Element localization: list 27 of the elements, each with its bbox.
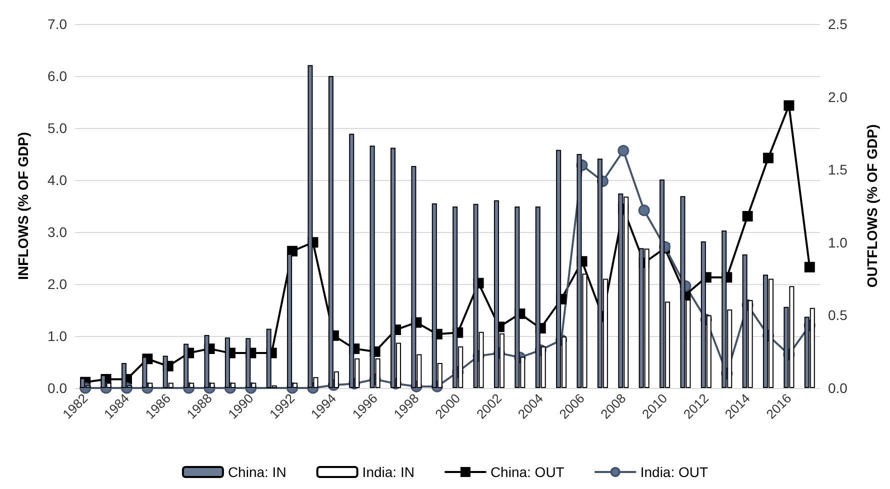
legend-label: China: IN	[228, 464, 286, 480]
y2-axis-title: OUTFLOWS (% OF GDP)	[864, 124, 880, 288]
y2-tick-label: 1.5	[828, 162, 848, 178]
point	[804, 262, 815, 272]
y-tick-label: 4.0	[48, 172, 68, 188]
point	[784, 100, 794, 111]
y-tick-label: 5.0	[48, 120, 68, 136]
y2-tick-label: 1.0	[828, 234, 848, 250]
point	[638, 204, 650, 216]
y-tick-label: 2.0	[48, 276, 68, 292]
point	[742, 210, 753, 222]
point	[618, 144, 630, 156]
point	[763, 152, 774, 164]
y2-tick-label: 2.0	[828, 88, 848, 105]
y2-tick-label: 0.0	[828, 380, 848, 396]
y-tick-label: 6.0	[48, 68, 68, 84]
y2-tick-label: 0.5	[828, 307, 848, 324]
legend-label: India: OUT	[640, 464, 708, 480]
y-axis-title: INFLOWS (% OF GDP)	[15, 132, 31, 280]
y-tick-label: 1.0	[48, 328, 68, 344]
y-tick-label: 0.0	[48, 380, 68, 396]
legend-label: China: OUT	[490, 464, 565, 480]
y2-tick-label: 2.5	[828, 16, 848, 32]
y-tick-label: 3.0	[48, 224, 68, 240]
point	[287, 246, 298, 256]
legend-label: India: IN	[362, 464, 414, 480]
y-tick-label: 7.0	[48, 16, 68, 32]
